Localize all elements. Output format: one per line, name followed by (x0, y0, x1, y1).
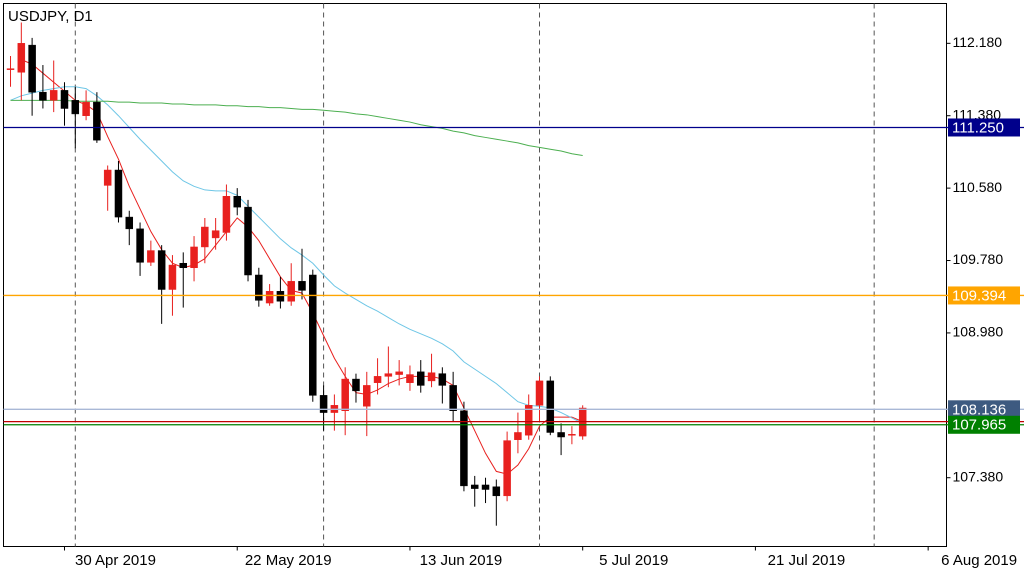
candle-body (179, 262, 187, 269)
candle-body (341, 378, 349, 412)
y-tick-label: 107.380 (953, 468, 1004, 484)
y-tick-label: 110.580 (953, 179, 1003, 195)
candle-body (93, 101, 101, 141)
x-tick-label: 13 Jun 2019 (420, 552, 503, 569)
candle-body (157, 250, 166, 290)
moving-average (10, 99, 583, 157)
candle-body (211, 230, 220, 239)
candle-body (201, 226, 209, 248)
candle-body (17, 43, 26, 73)
candle-body (460, 410, 468, 487)
y-tick-label: 112.180 (953, 34, 1003, 50)
candle-body (147, 250, 155, 263)
chart-title: USDJPY, D1 (8, 8, 93, 25)
candle-body (352, 378, 360, 392)
candle-body (168, 264, 177, 290)
candle-body (417, 371, 425, 386)
price-level-tag (948, 286, 1020, 305)
candle-body (438, 373, 447, 386)
x-tick-label: 6 Aug 2019 (941, 552, 1017, 569)
candle-body (265, 291, 274, 304)
candle-body (125, 216, 134, 230)
candle-body (39, 91, 47, 101)
x-tick-label: 22 May 2019 (245, 552, 332, 569)
y-tick-label: 109.780 (953, 251, 1004, 267)
candle-body (244, 206, 252, 276)
price-level-label: 111.250 (952, 119, 1004, 136)
candle-body (568, 434, 576, 436)
candle-body (373, 376, 382, 383)
moving-average (10, 86, 583, 424)
price-level-tag (948, 415, 1020, 434)
candle-body (514, 432, 522, 440)
price-level-label: 107.965 (952, 417, 1006, 434)
x-tick-label: 21 Jul 2019 (768, 552, 846, 569)
candle-body (298, 281, 306, 291)
candle-body (363, 385, 371, 407)
price-level-tag (948, 400, 1020, 419)
candle-body (222, 196, 231, 233)
candle-body (82, 101, 90, 116)
price-level-label: 109.394 (952, 287, 1006, 304)
y-tick-label: 111.380 (953, 106, 1002, 122)
candle-body (103, 169, 112, 186)
candle-body (255, 274, 263, 301)
candle-body (470, 484, 479, 489)
y-tick-label: 108.980 (953, 324, 1004, 340)
candle-body (114, 169, 123, 218)
candle-body (287, 281, 295, 302)
candle-body (557, 432, 565, 438)
candle-body (406, 374, 414, 383)
price-level-tag (948, 118, 1020, 137)
candle-body (28, 44, 36, 93)
candle-body (481, 484, 490, 490)
x-tick-label: 5 Jul 2019 (599, 552, 668, 569)
candle-body (233, 196, 241, 208)
candle-body (49, 90, 58, 101)
candle-body (71, 100, 80, 115)
candle-body (136, 228, 144, 263)
x-tick-label: 30 Apr 2019 (75, 552, 156, 569)
candle-body (535, 380, 544, 406)
price-level-label: 108.136 (952, 401, 1006, 418)
plot-frame (3, 3, 947, 547)
candle-body (384, 373, 393, 377)
candle-body (319, 395, 328, 413)
candle-body (503, 440, 511, 497)
candle-body (546, 380, 555, 433)
candle-body (492, 486, 501, 497)
candle-body (309, 274, 317, 396)
candle-body (276, 291, 285, 302)
candle-body (60, 90, 69, 109)
candle-body (524, 405, 533, 436)
candle-body (449, 385, 457, 412)
candle-body (190, 246, 198, 269)
candle-body (395, 371, 403, 375)
candle-body (6, 68, 15, 70)
candle-body (427, 372, 436, 382)
plot-layer (6, 3, 875, 547)
